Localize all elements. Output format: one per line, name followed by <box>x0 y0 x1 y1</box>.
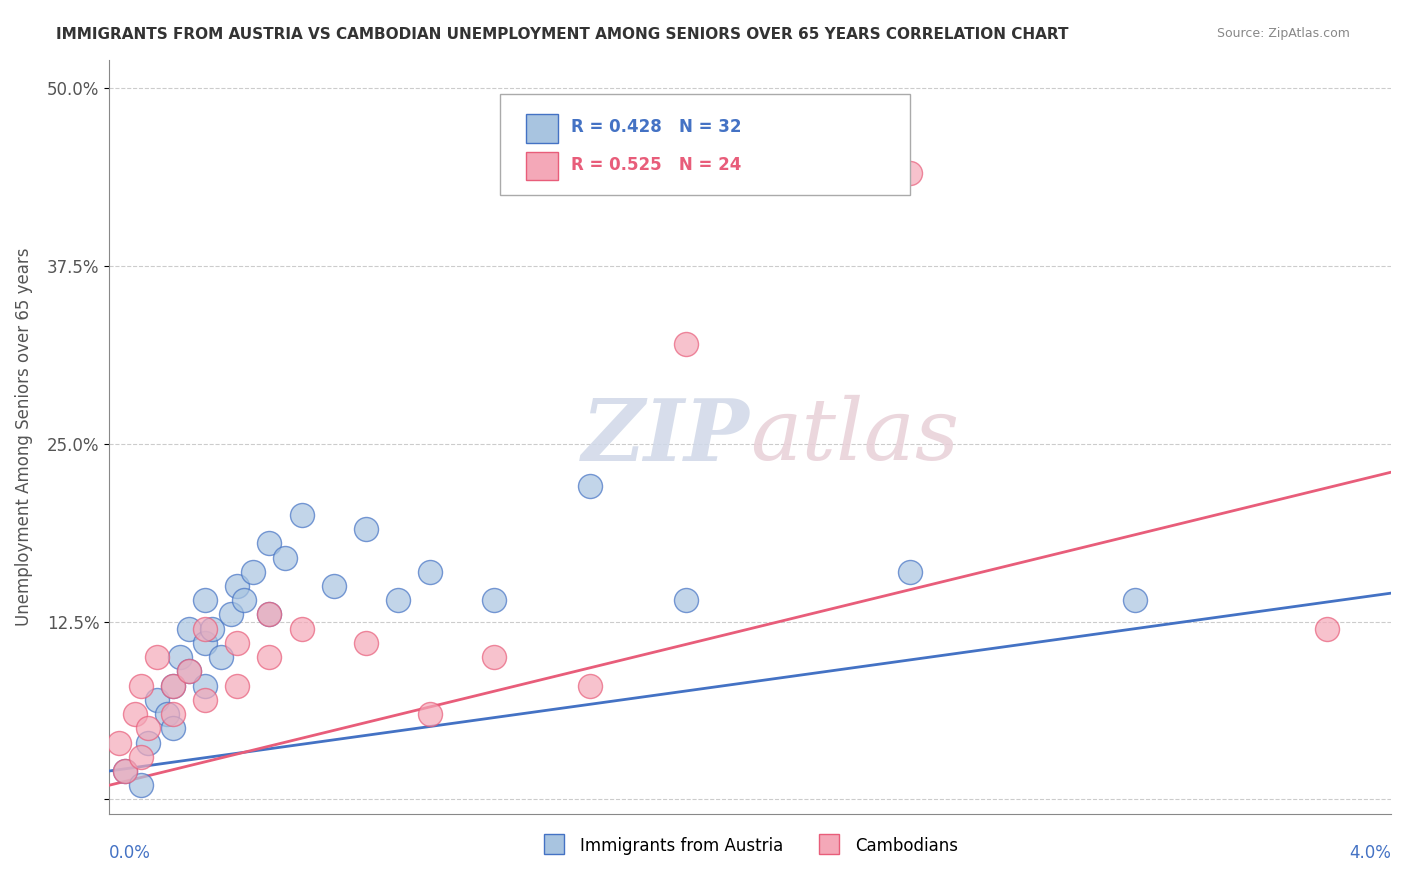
Point <box>129 778 152 792</box>
Point <box>226 679 249 693</box>
Legend: Immigrants from Austria, Cambodians: Immigrants from Austria, Cambodians <box>536 830 965 862</box>
Text: ZIP: ZIP <box>582 395 751 478</box>
Point <box>482 593 505 607</box>
Point <box>156 707 179 722</box>
Point <box>179 665 201 679</box>
Text: Source: ZipAtlas.com: Source: ZipAtlas.com <box>1216 27 1350 40</box>
Point <box>194 622 217 636</box>
Point <box>146 693 169 707</box>
Point <box>259 607 281 622</box>
Point <box>482 650 505 665</box>
Point <box>108 735 131 749</box>
Point <box>162 722 184 736</box>
Point <box>579 479 602 493</box>
Point <box>194 693 217 707</box>
Point <box>226 579 249 593</box>
Text: 4.0%: 4.0% <box>1350 844 1391 862</box>
Point <box>209 650 232 665</box>
Point <box>226 636 249 650</box>
Point <box>136 735 159 749</box>
Text: R = 0.428   N = 32: R = 0.428 N = 32 <box>571 119 741 136</box>
Point <box>162 707 184 722</box>
Point <box>169 650 191 665</box>
Point <box>274 550 297 565</box>
Point <box>354 522 377 536</box>
Point <box>179 622 201 636</box>
Point <box>242 565 264 579</box>
Point <box>179 665 201 679</box>
Point <box>201 622 224 636</box>
Text: 0.0%: 0.0% <box>110 844 150 862</box>
Point <box>419 707 441 722</box>
Bar <box>526 114 558 143</box>
Point <box>219 607 242 622</box>
Point <box>898 565 921 579</box>
Point <box>675 593 697 607</box>
Bar <box>526 152 558 180</box>
Point <box>162 679 184 693</box>
Point <box>194 636 217 650</box>
Point <box>1316 622 1339 636</box>
Point <box>898 166 921 180</box>
Point <box>419 565 441 579</box>
Point <box>290 622 312 636</box>
Point <box>124 707 146 722</box>
Point <box>1123 593 1146 607</box>
Point <box>114 764 136 778</box>
Point <box>136 722 159 736</box>
Point <box>146 650 169 665</box>
Text: IMMIGRANTS FROM AUSTRIA VS CAMBODIAN UNEMPLOYMENT AMONG SENIORS OVER 65 YEARS CO: IMMIGRANTS FROM AUSTRIA VS CAMBODIAN UNE… <box>56 27 1069 42</box>
Point <box>129 679 152 693</box>
Point <box>579 679 602 693</box>
Point <box>675 337 697 351</box>
Y-axis label: Unemployment Among Seniors over 65 years: Unemployment Among Seniors over 65 years <box>15 247 32 626</box>
Point <box>259 607 281 622</box>
Point <box>232 593 254 607</box>
Text: R = 0.525   N = 24: R = 0.525 N = 24 <box>571 156 741 174</box>
Point <box>259 536 281 550</box>
Point <box>129 749 152 764</box>
Point <box>354 636 377 650</box>
Point <box>162 679 184 693</box>
FancyBboxPatch shape <box>501 94 910 195</box>
Point <box>322 579 344 593</box>
Point <box>387 593 409 607</box>
Point <box>194 593 217 607</box>
Point <box>194 679 217 693</box>
Point <box>114 764 136 778</box>
Text: atlas: atlas <box>751 395 959 478</box>
Point <box>290 508 312 522</box>
Point <box>259 650 281 665</box>
